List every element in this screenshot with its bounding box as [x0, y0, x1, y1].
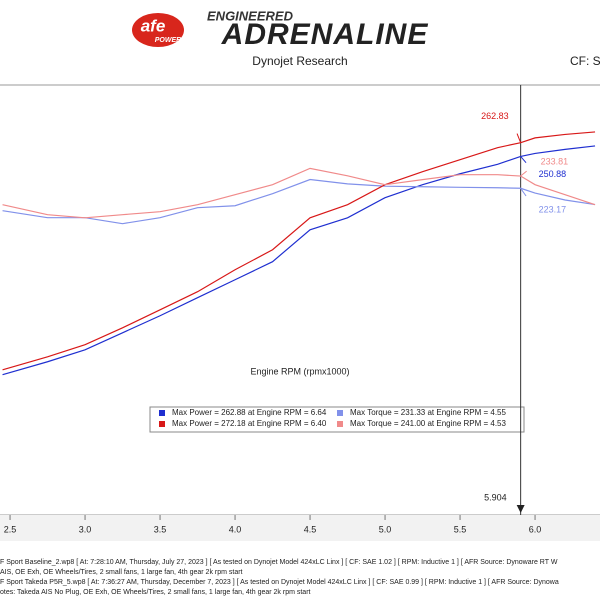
legend-swatch — [337, 421, 343, 427]
x-tick-label: 6.0 — [529, 524, 542, 534]
x-tick-label: 3.0 — [79, 524, 92, 534]
readout-label: 250.88 — [539, 169, 567, 179]
logo-badge — [132, 13, 184, 47]
legend-label: Max Power = 262.88 at Engine RPM = 6.64 — [172, 408, 327, 417]
readout-label: 223.17 — [539, 205, 567, 215]
cf-label: CF: SA — [570, 54, 600, 68]
x-tick-label: 5.5 — [454, 524, 467, 534]
readout-pointer — [520, 187, 527, 197]
cursor-arrow — [516, 505, 525, 513]
series-line — [2, 131, 596, 371]
legend-swatch — [159, 421, 165, 427]
logo: afe — [141, 16, 166, 35]
legend-label: Max Power = 272.18 at Engine RPM = 6.40 — [172, 419, 327, 428]
readout-pointer — [516, 133, 522, 143]
legend-swatch — [337, 410, 343, 416]
readout-pointer — [520, 170, 527, 177]
brand: ADRENALINE — [221, 18, 429, 51]
subtitle: Dynojet Research — [252, 54, 347, 68]
logo-sub: POWER — [155, 37, 181, 44]
legend-swatch — [159, 410, 165, 416]
footer-note: F Sport Takeda P5R_5.wp8 [ At: 7:36:27 A… — [0, 579, 559, 586]
x-axis-label: Engine RPM (rpmx1000) — [250, 366, 349, 376]
x-tick-label: 5.0 — [379, 524, 392, 534]
x-tick-label: 3.5 — [154, 524, 167, 534]
readout-label: 233.81 — [541, 156, 569, 166]
readout-label: 262.83 — [481, 111, 509, 121]
readout-pointer — [520, 156, 527, 164]
footer-note: otes: Takeda AIS No Plug, OE Exh, OE Whe… — [0, 589, 311, 596]
series-line — [2, 145, 596, 376]
series-line — [2, 178, 596, 225]
footer-note: AIS, OE Exh, OE Wheels/Tires, 2 small fa… — [0, 569, 243, 576]
brand-top: ENGINEERED — [207, 8, 294, 23]
x-tick-label: 2.5 — [4, 524, 17, 534]
x-tick-label: 4.0 — [229, 524, 242, 534]
x-axis-band — [0, 515, 600, 541]
x-tick-label: 4.5 — [304, 524, 317, 534]
legend-label: Max Torque = 241.00 at Engine RPM = 4.53 — [350, 419, 507, 428]
footer-note: F Sport Baseline_2.wp8 [ At: 7:28:10 AM,… — [0, 559, 558, 566]
cursor-label: 5.904 — [484, 492, 507, 502]
series-line — [2, 167, 596, 219]
legend-label: Max Torque = 231.33 at Engine RPM = 4.55 — [350, 408, 507, 417]
